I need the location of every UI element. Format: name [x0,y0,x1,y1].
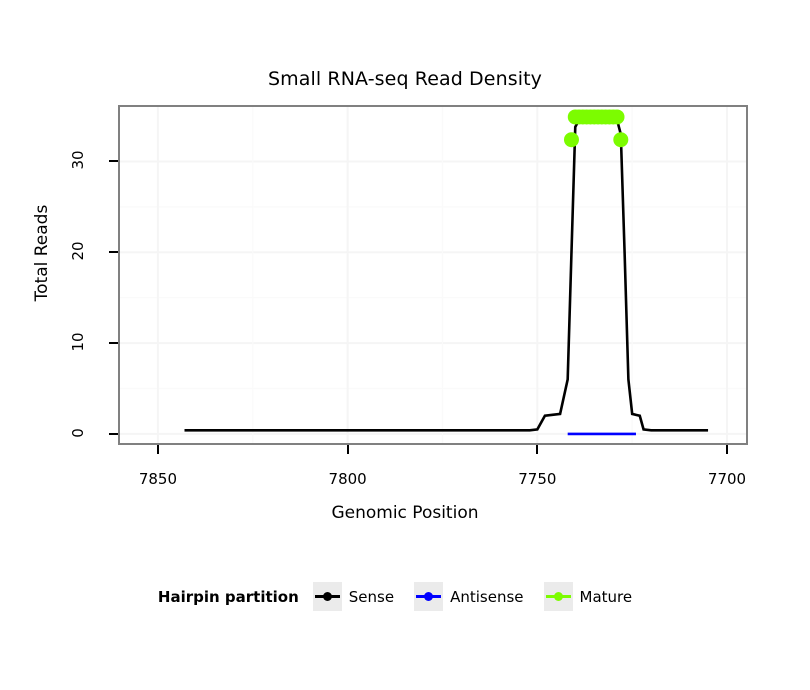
y-tick-label: 20 [69,241,87,261]
x-tick-mark [536,445,539,454]
legend-key-dot [553,592,563,601]
x-tick-mark [346,445,349,454]
y-tick-mark [109,160,118,163]
legend-label: Sense [348,587,395,606]
legend-entries: Sense Antisense Mature [312,582,652,611]
legend-label: Antisense [450,587,524,606]
x-tick-label: 7850 [138,470,178,488]
legend-key-antisense [414,582,444,611]
series-point-mature [609,109,625,125]
series-point-mature [613,132,629,148]
y-tick-label: 30 [69,150,87,171]
x-tick-label: 7750 [518,470,557,488]
legend-key-dot [424,592,434,601]
series-line-sense [184,115,709,432]
y-tick-mark [109,342,118,345]
plot-area [120,107,746,443]
x-tick-mark [156,445,159,454]
x-tick-label: 7700 [707,470,747,488]
plot-panel [118,105,748,445]
x-tick-mark [726,445,729,454]
series-mature [563,109,629,148]
series-point-mature [563,132,579,148]
chart-legend: Hairpin partition Sense Antisense Mature [0,582,810,611]
x-axis-title: Genomic Position [331,503,479,523]
y-tick-mark [109,432,118,435]
legend-key-mature [543,582,573,611]
legend-label: Mature [579,587,633,606]
y-tick-label: 0 [69,428,87,438]
legend-key-dot [322,592,332,601]
y-axis-title: Total Reads [32,204,52,302]
x-tick-label: 7800 [328,470,367,488]
plot-svg [120,107,746,443]
y-tick-mark [109,251,118,254]
legend-entry-sense[interactable]: Sense [312,582,408,611]
chart-title: Small RNA-seq Read Density [268,68,542,90]
y-tick-label: 10 [69,332,87,352]
legend-entry-mature[interactable]: Mature [543,582,647,611]
legend-key-sense [312,582,342,611]
legend-entry-antisense[interactable]: Antisense [414,582,537,611]
legend-title: Hairpin partition [157,587,299,606]
